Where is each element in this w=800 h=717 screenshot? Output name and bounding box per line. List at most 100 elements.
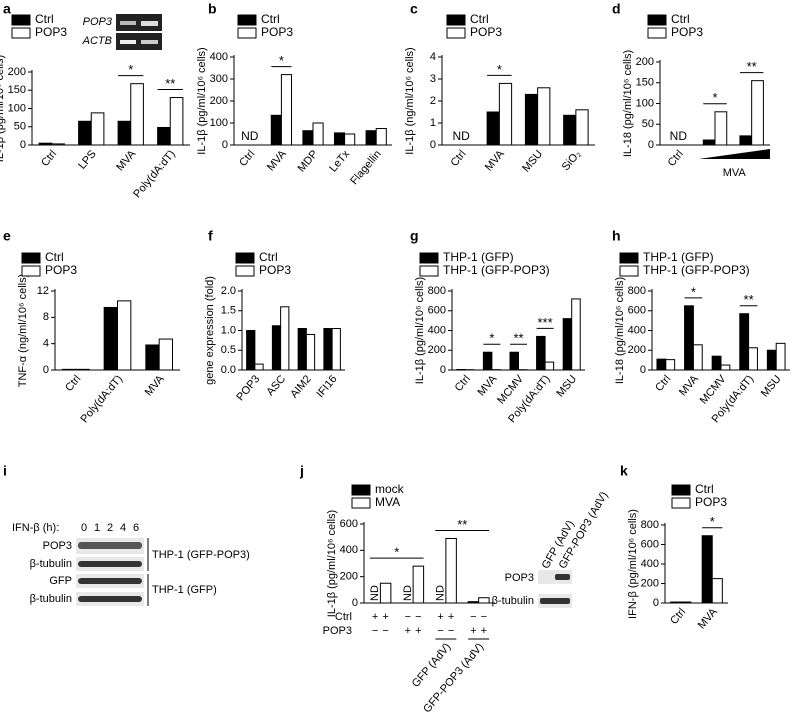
y-tick-label: 3 bbox=[430, 73, 436, 85]
bar bbox=[656, 358, 667, 371]
bar bbox=[412, 565, 425, 604]
band bbox=[141, 21, 158, 26]
legend-swatch bbox=[237, 27, 257, 39]
bar bbox=[766, 349, 777, 371]
bar bbox=[302, 130, 314, 146]
bar bbox=[739, 313, 750, 371]
x-tick-label: Ctrl bbox=[668, 606, 688, 627]
y-tick-label: 4 bbox=[430, 51, 436, 63]
panel-label: d bbox=[612, 1, 621, 17]
table-mark: + bbox=[372, 611, 378, 623]
table-mark: + bbox=[415, 625, 421, 637]
y-tick-label: 400 bbox=[628, 324, 646, 336]
x-tick-label: Ctrl bbox=[448, 148, 468, 169]
y-tick-label: 12 bbox=[37, 285, 49, 297]
legend-swatch bbox=[351, 497, 371, 509]
significance-label: * bbox=[691, 284, 696, 299]
blot-row-label: GFP bbox=[49, 575, 72, 587]
lane-label: 0 bbox=[81, 522, 87, 534]
legend-label: Ctrl bbox=[259, 250, 278, 264]
bar bbox=[270, 114, 282, 146]
legend-label: THP-1 (GFP-POP3) bbox=[643, 263, 750, 277]
dose-label: MVA bbox=[723, 167, 747, 179]
y-tick-label: 0 bbox=[640, 364, 646, 376]
x-tick-label: MVA bbox=[677, 373, 701, 399]
bar bbox=[271, 325, 282, 371]
bar bbox=[297, 328, 307, 371]
y-tick-label: 200 bbox=[636, 56, 654, 68]
panel-label: h bbox=[612, 228, 621, 244]
significance-label: ** bbox=[165, 76, 175, 91]
legend-swatch bbox=[619, 265, 639, 277]
significance-label: * bbox=[128, 62, 133, 77]
legend-label: POP3 bbox=[470, 25, 502, 39]
dose-triangle bbox=[698, 149, 770, 159]
legend-swatch bbox=[647, 27, 667, 39]
y-tick-label: 150 bbox=[636, 77, 654, 89]
gel-label: ACTB bbox=[82, 35, 112, 47]
bar bbox=[482, 351, 493, 371]
y-tick-label: 0 bbox=[653, 597, 659, 609]
lane-label: 1 bbox=[94, 522, 100, 534]
y-tick-label: 2 bbox=[430, 95, 436, 107]
legend-label: Ctrl bbox=[695, 482, 714, 496]
bar bbox=[478, 597, 490, 604]
y-axis-label: IL-1β (pg/ml/10⁶ cells) bbox=[0, 55, 6, 162]
y-axis-label: IL-1β (ng/ml/10⁶ cells) bbox=[404, 47, 416, 154]
western-blot: i IFN-β (h): 0 1 2 4 6 POP3 β-tubulin GF… bbox=[3, 463, 250, 606]
western-blot: GFP (AdV) GFP-POP3 (AdV) POP3 β-tubulin bbox=[492, 490, 611, 608]
x-tick-label: MSU bbox=[759, 373, 784, 399]
x-tick-label: Ctrl bbox=[63, 373, 83, 394]
significance-label: ** bbox=[747, 59, 757, 74]
blot-group-label: THP-1 (GFP) bbox=[152, 584, 217, 596]
legend-label: Ctrl bbox=[470, 12, 489, 26]
x-tick-label: MSU bbox=[554, 373, 579, 399]
bar bbox=[51, 143, 65, 146]
legend-swatch bbox=[237, 14, 257, 26]
bar bbox=[375, 128, 387, 146]
bar bbox=[305, 333, 316, 371]
table-mark: + bbox=[481, 625, 487, 637]
bar bbox=[751, 80, 764, 146]
y-tick-label: 50 bbox=[14, 121, 26, 133]
bar bbox=[246, 330, 256, 371]
y-tick-label: 8 bbox=[43, 311, 49, 323]
bar bbox=[323, 328, 333, 371]
panel-label: e bbox=[3, 228, 11, 244]
bar bbox=[563, 114, 577, 146]
significance-label: * bbox=[394, 545, 399, 560]
y-tick-label: 1.5 bbox=[221, 305, 236, 317]
legend-label: THP-1 (GFP) bbox=[643, 250, 714, 264]
bar bbox=[692, 344, 703, 371]
x-tick-label: MVA bbox=[696, 606, 720, 632]
bar bbox=[562, 318, 573, 371]
panel-label: a bbox=[3, 1, 11, 17]
legend-label: MVA bbox=[375, 495, 400, 509]
bar bbox=[720, 364, 731, 371]
bar bbox=[365, 130, 377, 146]
significance-label: ** bbox=[513, 331, 523, 346]
bar bbox=[103, 306, 118, 371]
y-tick-label: 0 bbox=[222, 139, 228, 151]
bar bbox=[571, 298, 581, 371]
y-tick-label: 400 bbox=[210, 51, 228, 63]
bar bbox=[38, 142, 53, 146]
table-mark: + bbox=[470, 625, 476, 637]
table-mark: + bbox=[448, 611, 454, 623]
bar bbox=[130, 83, 144, 146]
panel-label: k bbox=[620, 463, 628, 479]
legend-label: POP3 bbox=[261, 25, 293, 39]
table-mark: + bbox=[405, 625, 411, 637]
y-tick-label: 1.0 bbox=[221, 324, 236, 336]
bar bbox=[312, 122, 324, 146]
band bbox=[120, 40, 136, 44]
significance-label: * bbox=[497, 62, 502, 77]
bar bbox=[158, 338, 174, 371]
bar bbox=[536, 335, 546, 371]
value-label: ND bbox=[435, 585, 447, 601]
legend-label: THP-1 (GFP) bbox=[443, 250, 514, 264]
y-tick-label: 600 bbox=[628, 305, 646, 317]
legend-label: POP3 bbox=[671, 25, 703, 39]
significance-label: *** bbox=[538, 315, 553, 330]
